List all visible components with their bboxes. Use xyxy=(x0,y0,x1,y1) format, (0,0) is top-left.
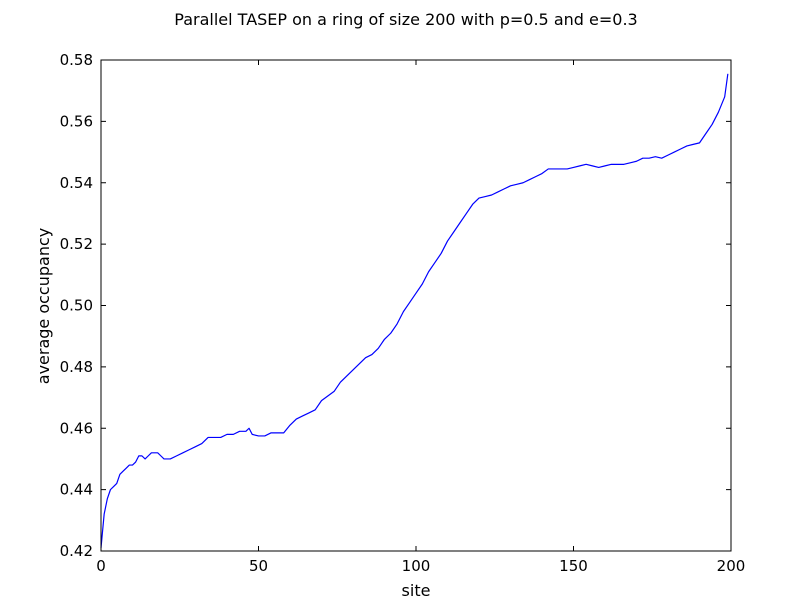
x-axis-label: site xyxy=(402,581,431,600)
x-tick-label: 150 xyxy=(559,557,588,575)
y-axis: 0.42 0.44 0.46 0.48 0.50 0.52 0.54 0.56 0.58 xyxy=(60,51,731,560)
x-axis: 0 50 100 150 200 xyxy=(96,60,745,575)
x-tick-label: 0 xyxy=(96,557,106,575)
y-tick-label: 0.54 xyxy=(60,174,93,192)
y-tick-label: 0.56 xyxy=(60,112,93,130)
y-axis-label: average occupancy xyxy=(34,228,53,384)
y-tick-label: 0.58 xyxy=(60,51,93,69)
y-tick-label: 0.48 xyxy=(60,358,93,376)
x-tick-label: 200 xyxy=(717,557,746,575)
y-tick-label: 0.52 xyxy=(60,235,93,253)
y-tick-label: 0.42 xyxy=(60,542,93,560)
y-tick-label: 0.50 xyxy=(60,297,93,315)
series-line-0 xyxy=(100,73,729,548)
x-tick-label: 100 xyxy=(402,557,431,575)
y-tick-label: 0.44 xyxy=(60,481,93,499)
x-tick-label: 50 xyxy=(249,557,268,575)
chart-title: Parallel TASEP on a ring of size 200 wit… xyxy=(174,10,637,29)
y-tick-label: 0.46 xyxy=(60,419,93,437)
